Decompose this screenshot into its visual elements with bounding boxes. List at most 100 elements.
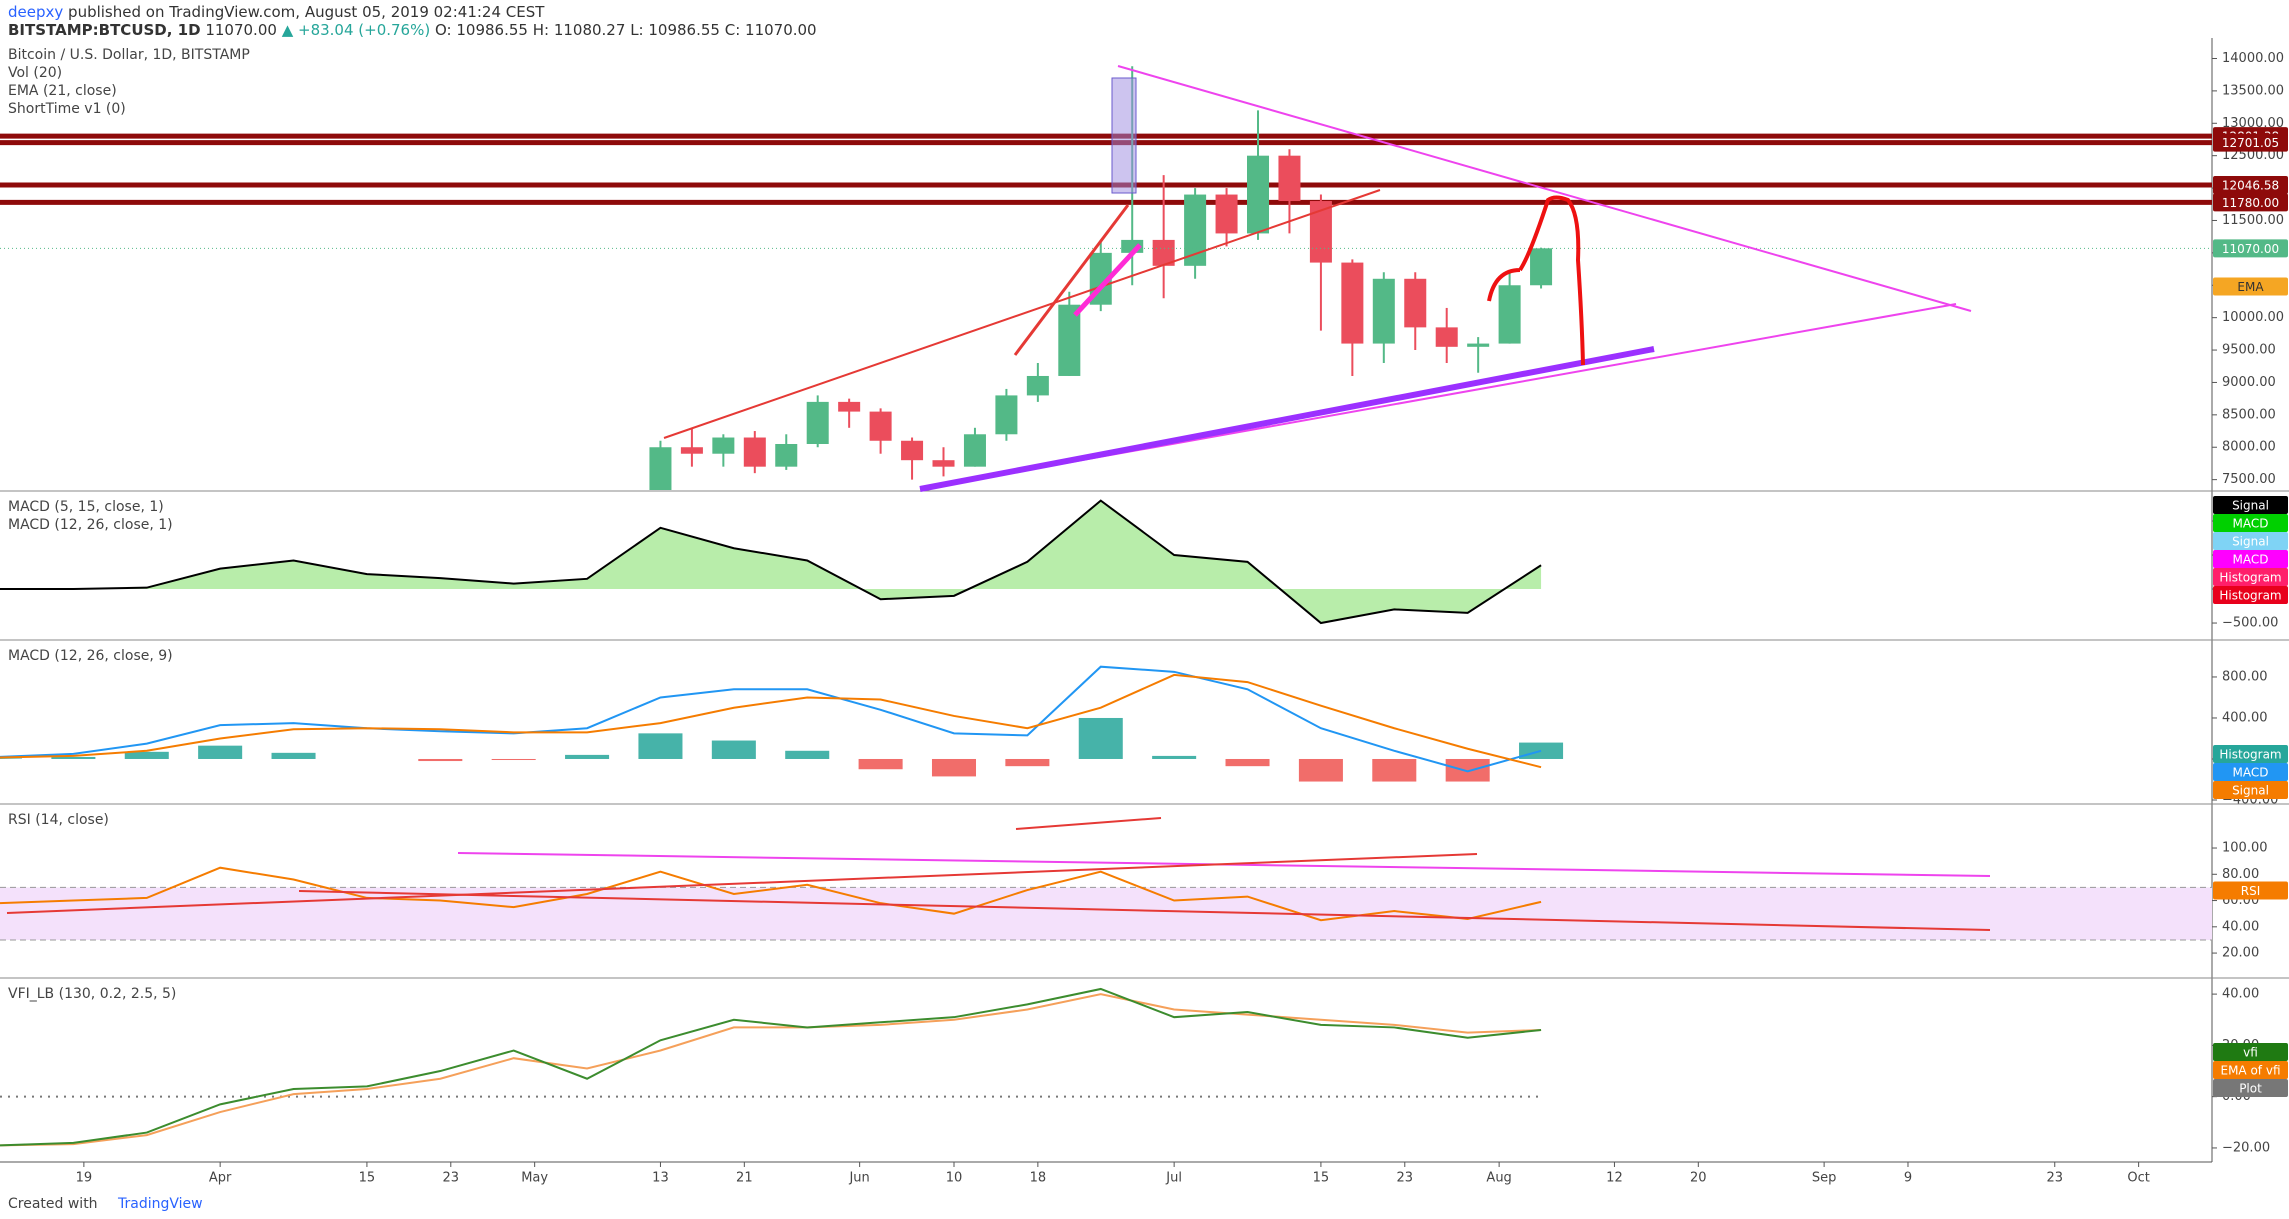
y-tick-label: 12500.00: [2222, 148, 2284, 163]
y-tick-label: 40.00: [2222, 987, 2259, 1002]
x-tick-label: 13: [652, 1171, 669, 1186]
trend-line: [663, 189, 1381, 439]
series-line: [0, 673, 1542, 769]
indicator-label: EMA (21, close): [8, 83, 117, 99]
histogram-bar: [1225, 758, 1270, 767]
panel: [0, 66, 2212, 490]
y-tick-label: 20.00: [2222, 946, 2259, 961]
candle-body: [1152, 239, 1175, 266]
legend-tag-bg: [2213, 745, 2288, 763]
y-tick-label: 80.00: [2222, 867, 2259, 882]
drawings: [6, 65, 1991, 931]
panel-title: Bitcoin / U.S. Dollar, 1D, BITSTAMP: [8, 47, 250, 63]
histogram-bar: [51, 756, 96, 759]
candle-body: [963, 434, 986, 467]
histogram-bar: [124, 751, 169, 759]
candle-body: [806, 401, 829, 444]
legend-tag-bg: [2213, 763, 2288, 781]
rsi-band: [0, 887, 2212, 940]
panel-title: VFI_LB (130, 0.2, 2.5, 5): [8, 986, 176, 1002]
histogram-bar: [1005, 758, 1050, 767]
y-tick-label: 9500.00: [2222, 343, 2276, 358]
y-tick-label: 14000.00: [2222, 51, 2284, 66]
legend-tag-bg: [2213, 568, 2288, 586]
header-line-1: deepxy published on TradingView.com, Aug…: [8, 3, 545, 21]
candle-body: [680, 447, 703, 454]
candle-body: [1309, 201, 1332, 263]
x-tick-label: May: [521, 1171, 548, 1186]
rsi-trend-line: [298, 890, 1991, 931]
legend-tag-bg: [2213, 881, 2288, 900]
y-tick-label: 13000.00: [2222, 116, 2284, 131]
y-tick-label: 11500.00: [2222, 213, 2284, 228]
legend-tag: MACD: [2233, 553, 2269, 567]
histogram-bar: [1152, 755, 1197, 759]
legend-tag-bg: [2213, 514, 2288, 532]
legend-tag: EMA of vfi: [2221, 1064, 2281, 1078]
candle-body: [1372, 278, 1395, 344]
histogram-bar: [198, 745, 243, 759]
level-tag-bg: [2213, 133, 2288, 152]
ema-tag: EMA: [2237, 280, 2264, 294]
x-tick-label: 21: [736, 1171, 753, 1186]
y-tick-label: 8000.00: [2222, 440, 2276, 455]
last-price-tag: 11070.00: [2222, 242, 2279, 256]
histogram-bar: [931, 758, 977, 777]
footer-brand[interactable]: TradingView: [117, 1196, 203, 1212]
x-tick-label: 23: [1397, 1171, 1414, 1186]
legend-tag-bg: [2213, 1043, 2288, 1061]
histogram-bar: [418, 758, 463, 762]
x-tick-label: 18: [1030, 1171, 1047, 1186]
y-tick-label: 8500.00: [2222, 407, 2276, 422]
level-tag-bg: [2213, 176, 2288, 195]
x-tick-label: 15: [359, 1171, 376, 1186]
candle-body: [932, 460, 955, 467]
y-tick-label: 10000.00: [2222, 310, 2284, 325]
x-tick-label: 10: [946, 1171, 963, 1186]
candle-body: [838, 401, 861, 412]
x-tick-label: Aug: [1486, 1171, 1511, 1186]
candle-body: [743, 437, 766, 467]
y-tick-label: 7500.00: [2222, 472, 2276, 487]
x-tick-label: Oct: [2127, 1171, 2149, 1186]
last-price-tag-bg: [2213, 239, 2288, 258]
candle-body: [1530, 248, 1553, 286]
legend-tag: Histogram: [2219, 748, 2281, 762]
header-line-2: BITSTAMP:BTCUSD, 1D 11070.00 ▲ +83.04 (+…: [8, 21, 817, 39]
symbol: BITSTAMP:BTCUSD, 1D: [8, 21, 201, 39]
panel: [0, 499, 1542, 625]
y-tick-label: 9000.00: [2222, 375, 2276, 390]
close: C: 11070.00: [725, 21, 817, 39]
histogram-bar: [858, 758, 903, 770]
legend-tag: MACD: [2233, 766, 2269, 780]
user[interactable]: deepxy: [8, 3, 63, 21]
x-tick-label: 12: [1606, 1171, 1623, 1186]
legend-tag: RSI: [2241, 884, 2261, 898]
rsi-trend-line: [1015, 817, 1162, 830]
y-tick-label: −500.00: [2222, 616, 2278, 631]
panel-title: RSI (14, close): [8, 812, 109, 828]
panel: [0, 665, 1564, 782]
panel-title: MACD (12, 26, close, 9): [8, 648, 173, 664]
legend-tag: Plot: [2239, 1082, 2262, 1096]
legend-tag-bg: [2213, 496, 2288, 514]
candle-body: [1341, 262, 1364, 344]
y-tick-label: 100.00: [2222, 841, 2268, 856]
candle-body: [901, 440, 924, 461]
panel-subtitle: MACD (12, 26, close, 1): [8, 517, 173, 533]
candle-body: [1278, 155, 1301, 202]
series-line: [0, 499, 1542, 625]
candle-body: [1247, 155, 1270, 234]
histogram-bar: [785, 750, 830, 759]
legend-tag: Histogram: [2219, 589, 2281, 603]
candle-body: [869, 411, 892, 441]
indicator-label: ShortTime v1 (0): [8, 101, 126, 117]
level-tag: 12046.58: [2222, 179, 2279, 193]
legend-tag-bg: [2213, 781, 2288, 799]
legend-tag-bg: [2213, 586, 2288, 604]
last: 11070.00: [205, 21, 277, 39]
series-line: [0, 665, 1542, 773]
histogram-bar: [1078, 717, 1123, 759]
legend-tag: Signal: [2232, 784, 2269, 798]
histogram-bar: [711, 740, 756, 759]
